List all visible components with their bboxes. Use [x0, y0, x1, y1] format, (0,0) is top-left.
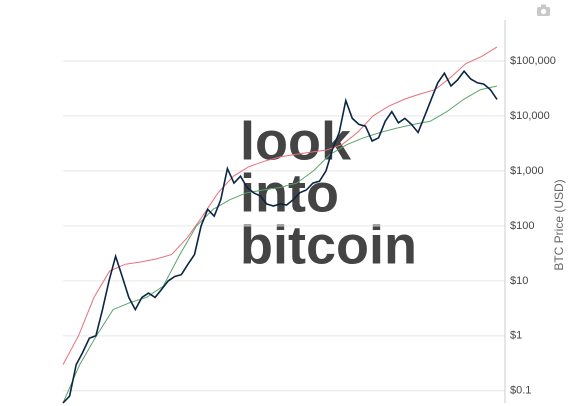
watermark: look: [240, 111, 352, 171]
series-line: [62, 85, 498, 404]
y-tick-label: $0.1: [510, 385, 531, 397]
y-tick-label: $10,000: [510, 110, 550, 122]
series-line: [62, 46, 498, 365]
y-tick-label: $100: [510, 220, 534, 232]
y-axis-label: BTC Price (USD): [552, 179, 566, 270]
series-line: [62, 69, 498, 404]
y-tick-label: $1,000: [510, 165, 544, 177]
y-tick-label: $1: [510, 330, 522, 342]
y-tick-label: $100,000: [510, 55, 556, 67]
camera-icon[interactable]: [537, 4, 550, 17]
y-tick-label: $10: [510, 275, 528, 287]
watermark: into: [240, 163, 339, 223]
watermark: bitcoin: [240, 215, 417, 275]
